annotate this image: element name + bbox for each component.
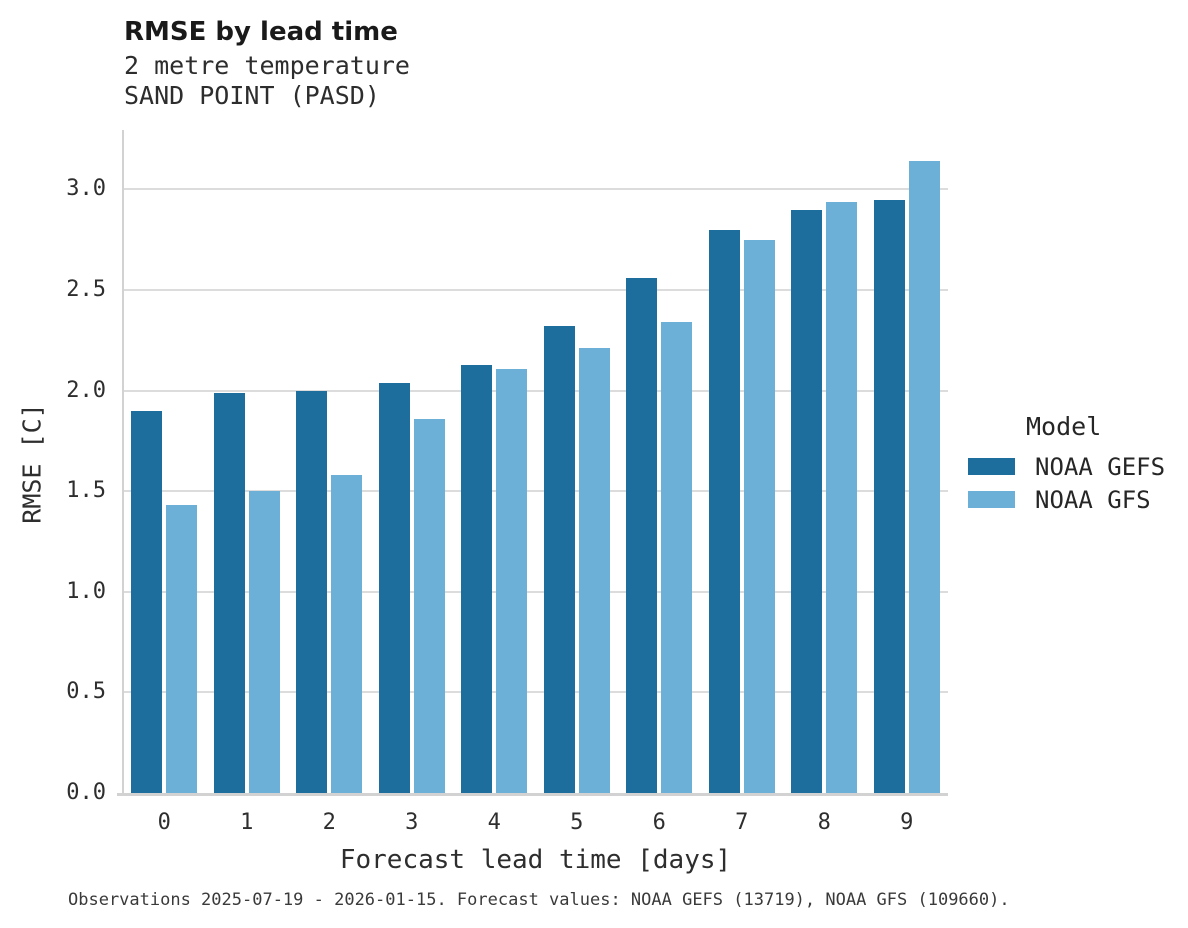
bar-noaa-gefs-lead-8 — [791, 209, 823, 793]
bar-noaa-gefs-lead-2 — [296, 390, 328, 793]
bar-noaa-gefs-lead-5 — [543, 326, 575, 793]
x-tick-label-9: 9 — [900, 810, 914, 835]
bar-noaa-gefs-lead-9 — [873, 199, 905, 793]
x-axis-label: Forecast lead time [days] — [339, 845, 732, 875]
y-axis-spine — [122, 130, 124, 796]
bar-noaa-gfs-lead-2 — [331, 475, 363, 793]
bar-noaa-gfs-lead-3 — [413, 418, 445, 793]
y-tick-label-2.5: 2.5 — [66, 277, 106, 303]
bar-noaa-gfs-lead-4 — [496, 368, 528, 793]
legend: Model NOAA GEFS NOAA GFS — [968, 412, 1183, 516]
x-tick-label-8: 8 — [817, 810, 831, 835]
chart-subtitle-variable: 2 metre temperature — [124, 51, 410, 80]
gridline-y-1.0 — [123, 590, 948, 593]
x-tick-label-7: 7 — [735, 810, 749, 835]
bar-noaa-gefs-lead-6 — [626, 278, 658, 793]
bar-noaa-gfs-lead-8 — [826, 201, 858, 793]
footer-note: Observations 2025-07-19 - 2026-01-15. Fo… — [68, 890, 1010, 910]
bar-noaa-gefs-lead-1 — [213, 392, 245, 793]
x-tick-label-1: 1 — [240, 810, 254, 835]
y-tick-label-2.0: 2.0 — [66, 377, 106, 403]
x-tick-label-4: 4 — [487, 810, 501, 835]
gridline-y-2.0 — [123, 389, 948, 392]
legend-label-noaa-gfs: NOAA GFS — [1035, 485, 1151, 514]
y-tick-label-0.5: 0.5 — [66, 679, 106, 705]
chart-subtitle-station: SAND POINT (PASD) — [124, 81, 380, 110]
legend-title: Model — [1026, 412, 1102, 441]
x-tick-label-3: 3 — [405, 810, 419, 835]
chart-title: RMSE by lead time — [124, 17, 398, 47]
bar-noaa-gefs-lead-4 — [461, 364, 493, 793]
bar-noaa-gfs-lead-7 — [743, 239, 775, 793]
x-tick-label-5: 5 — [570, 810, 584, 835]
legend-label-noaa-gefs: NOAA GEFS — [1035, 452, 1166, 481]
bar-noaa-gfs-lead-0 — [166, 505, 198, 793]
gridline-y-3.0 — [123, 188, 948, 191]
bar-noaa-gfs-lead-6 — [661, 322, 693, 793]
x-tick-label-6: 6 — [652, 810, 666, 835]
legend-entry-noaa-gfs: NOAA GFS — [968, 483, 1183, 516]
bar-noaa-gefs-lead-0 — [131, 410, 163, 793]
bar-noaa-gefs-lead-3 — [378, 382, 410, 793]
x-axis-line — [117, 793, 948, 796]
legend-entry-noaa-gefs: NOAA GEFS — [968, 450, 1183, 483]
bar-noaa-gefs-lead-7 — [708, 229, 740, 793]
bar-noaa-gfs-lead-9 — [908, 161, 940, 793]
legend-swatch-noaa-gfs — [968, 491, 1015, 508]
x-tick-label-2: 2 — [322, 810, 336, 835]
gridline-y-1.5 — [123, 490, 948, 493]
gridline-y-0.5 — [123, 691, 948, 694]
y-tick-label-1.0: 1.0 — [66, 578, 106, 604]
y-tick-label-0.0: 0.0 — [66, 780, 106, 805]
x-tick-label-0: 0 — [157, 810, 171, 835]
legend-swatch-noaa-gefs — [968, 458, 1015, 475]
y-tick-label-3.0: 3.0 — [66, 176, 106, 202]
y-tick-label-1.5: 1.5 — [66, 478, 106, 504]
bar-noaa-gfs-lead-5 — [578, 348, 610, 793]
gridline-y-2.5 — [123, 289, 948, 292]
bar-noaa-gfs-lead-1 — [248, 491, 280, 793]
